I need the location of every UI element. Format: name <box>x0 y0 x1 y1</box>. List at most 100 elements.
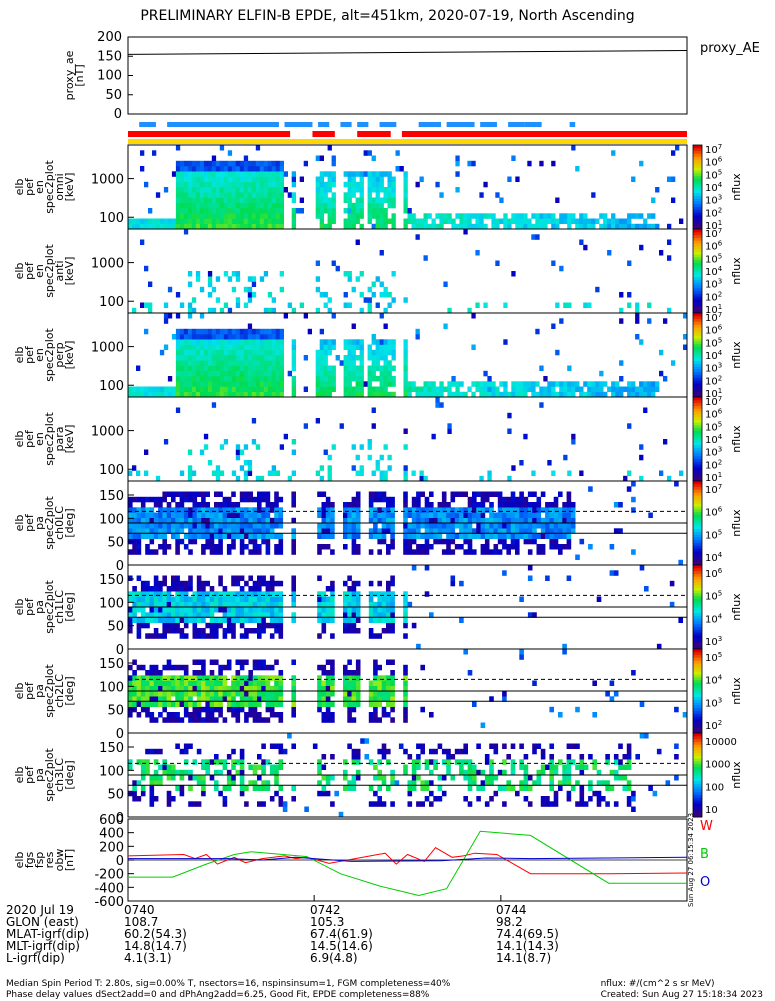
heatmap-cell <box>187 376 193 382</box>
colorbar-pef_en_spec2plot_para <box>692 396 703 482</box>
heatmap-cell <box>231 181 237 188</box>
heatmap-cell <box>271 208 276 214</box>
heatmap-cell <box>187 344 193 350</box>
heatmap-cell <box>187 313 193 319</box>
heatmap-cell <box>515 507 520 513</box>
heatmap-cell <box>487 381 492 387</box>
heatmap-cell <box>403 344 408 350</box>
heatmap-cell <box>387 381 392 387</box>
heatmap-cell <box>235 171 241 177</box>
heatmap-cell <box>179 171 185 177</box>
heatmap-cell <box>447 213 452 219</box>
heatmap-cell <box>201 596 206 602</box>
heatmap-cell <box>321 691 327 697</box>
heatmap-cell <box>627 223 632 230</box>
heatmap-cell <box>257 691 262 697</box>
heatmap-cell <box>209 775 215 781</box>
heatmap-cell <box>278 622 284 629</box>
heatmap-cell <box>367 439 372 445</box>
heatmap-cell <box>403 523 408 529</box>
heatmap-cell <box>373 512 378 518</box>
colorbar-tick-label: 101 <box>705 303 722 316</box>
heatmap-cell <box>377 512 382 518</box>
heatmap-cell <box>192 759 198 765</box>
heatmap-cell <box>247 192 253 198</box>
heatmap-cell <box>203 381 209 387</box>
heatmap-cell <box>381 748 387 755</box>
heatmap-cell <box>128 223 133 230</box>
heatmap-cell <box>403 685 408 692</box>
heatmap-cell <box>507 391 512 398</box>
heatmap-cell <box>218 596 223 602</box>
heatmap-cell <box>201 780 206 786</box>
heatmap-cell <box>351 538 357 545</box>
heatmap-cell <box>317 764 322 770</box>
heatmap-cell <box>265 780 271 786</box>
heatmap-cell <box>495 386 500 392</box>
heatmap-cell <box>437 533 443 539</box>
heatmap-cell <box>271 465 276 471</box>
ylabel-line: [nT] <box>73 64 86 86</box>
heatmap-cell <box>343 339 348 345</box>
heatmap-cell <box>331 155 336 161</box>
heatmap-cell <box>566 759 572 765</box>
heatmap-cell <box>188 612 193 618</box>
heatmap-cell <box>247 323 253 329</box>
heatmap-cell <box>192 775 198 781</box>
heatmap-cell <box>235 192 241 198</box>
heatmap-cell <box>545 533 550 539</box>
colorbar-step <box>693 794 702 798</box>
heatmap-cell <box>411 218 416 224</box>
heatmap-cell <box>183 544 189 550</box>
heatmap-cell <box>411 496 417 503</box>
heatmap-cell <box>355 454 360 461</box>
heatmap-cell <box>257 601 262 608</box>
ylabel-line: elb <box>13 683 26 700</box>
heatmap-cell <box>291 344 296 350</box>
heatmap-cell <box>183 365 189 371</box>
heatmap-cell <box>187 197 193 203</box>
heatmap-cell <box>239 769 245 776</box>
heatmap-cell <box>201 591 206 597</box>
heatmap-cell <box>411 523 417 529</box>
heatmap-cell <box>265 664 271 671</box>
heatmap-cell <box>179 218 185 224</box>
heatmap-cell <box>166 491 172 497</box>
heatmap-cell <box>459 523 464 529</box>
spectrogram-pef_en_spec2plot_perp <box>128 313 688 398</box>
heatmap-cell <box>291 785 296 791</box>
heatmap-cell <box>263 344 269 350</box>
colorbar-step <box>693 668 702 672</box>
heatmap-cell <box>347 607 352 613</box>
heatmap-cell <box>153 691 159 697</box>
heatmap-cell <box>251 439 257 445</box>
heatmap-cell <box>231 349 237 356</box>
heatmap-cell <box>615 386 620 392</box>
heatmap-cell <box>247 197 253 203</box>
heatmap-cell <box>219 339 225 345</box>
heatmap-cell <box>619 223 624 230</box>
heatmap-cell <box>321 696 327 702</box>
heatmap-cell <box>627 391 632 398</box>
heatmap-cell <box>215 181 221 188</box>
heatmap-cell <box>265 528 271 534</box>
heatmap-cell <box>416 544 421 550</box>
heatmap-cell <box>373 659 378 665</box>
heatmap-cell <box>317 544 322 550</box>
heatmap-cell <box>279 355 284 361</box>
heatmap-cell <box>140 302 145 308</box>
heatmap-cell <box>183 491 189 497</box>
heatmap-cell <box>207 349 213 356</box>
heatmap-cell <box>201 790 206 797</box>
heatmap-cell <box>583 302 588 308</box>
heatmap-cell <box>416 528 421 534</box>
heatmap-cell <box>532 612 537 618</box>
heatmap-cell <box>209 633 215 639</box>
heatmap-cell <box>368 601 374 608</box>
heatmap-cell <box>651 223 656 230</box>
heatmap-cell <box>463 512 468 518</box>
heatmap-cell <box>579 769 585 776</box>
heatmap-cell <box>566 512 572 518</box>
heatmap-cell <box>231 381 237 387</box>
heatmap-cell <box>158 523 163 529</box>
